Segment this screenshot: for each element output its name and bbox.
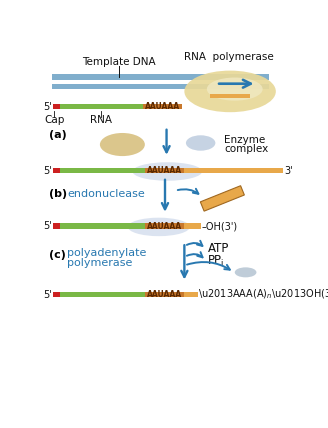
Text: i: i — [220, 259, 222, 268]
Bar — [53, 104, 60, 110]
Text: RNA  polymerase: RNA polymerase — [184, 52, 274, 62]
Bar — [184, 292, 197, 297]
Ellipse shape — [184, 71, 276, 112]
Bar — [145, 223, 184, 229]
Bar — [60, 292, 145, 297]
Bar — [210, 95, 250, 98]
Text: (c): (c) — [49, 250, 66, 260]
Bar — [53, 168, 60, 173]
Text: 5': 5' — [43, 290, 52, 300]
Ellipse shape — [128, 218, 190, 236]
Text: ATP: ATP — [208, 242, 229, 255]
Text: 5': 5' — [43, 166, 52, 176]
Bar — [53, 223, 60, 229]
Text: AAUAAA: AAUAAA — [147, 222, 182, 231]
Bar — [143, 104, 182, 110]
Text: Cap: Cap — [44, 115, 64, 125]
Text: AAUAAA: AAUAAA — [147, 166, 182, 175]
Bar — [52, 84, 269, 89]
Text: AAUAAA: AAUAAA — [145, 102, 180, 111]
Bar — [184, 168, 283, 173]
Text: Enzyme: Enzyme — [224, 135, 265, 145]
Text: RNA: RNA — [91, 115, 113, 125]
Text: endonuclease: endonuclease — [67, 189, 145, 199]
Text: 3': 3' — [284, 166, 293, 176]
Ellipse shape — [133, 162, 202, 181]
Ellipse shape — [100, 133, 145, 156]
Text: (a): (a) — [49, 130, 67, 140]
Bar — [145, 168, 184, 173]
Text: 5': 5' — [43, 221, 52, 231]
Bar — [60, 168, 145, 173]
Ellipse shape — [207, 77, 263, 101]
Ellipse shape — [186, 135, 215, 151]
Polygon shape — [200, 186, 244, 211]
Bar — [52, 74, 269, 80]
Bar — [145, 292, 184, 297]
Text: (b): (b) — [49, 189, 67, 199]
Ellipse shape — [235, 268, 256, 277]
Text: PP: PP — [208, 254, 222, 268]
Bar — [53, 292, 60, 297]
Text: 5': 5' — [43, 102, 52, 112]
Text: complex: complex — [224, 144, 268, 154]
Text: Template DNA: Template DNA — [82, 57, 155, 67]
Text: polyadenylate: polyadenylate — [67, 248, 147, 258]
Bar — [60, 104, 143, 110]
Bar — [184, 223, 201, 229]
Text: –OH(3'): –OH(3') — [201, 221, 237, 231]
Text: \u2013AAA(A)$_n$\u2013OH(3'): \u2013AAA(A)$_n$\u2013OH(3') — [198, 288, 328, 301]
Text: AAUAAA: AAUAAA — [147, 290, 182, 299]
Bar — [60, 223, 145, 229]
Text: polymerase: polymerase — [67, 258, 133, 268]
